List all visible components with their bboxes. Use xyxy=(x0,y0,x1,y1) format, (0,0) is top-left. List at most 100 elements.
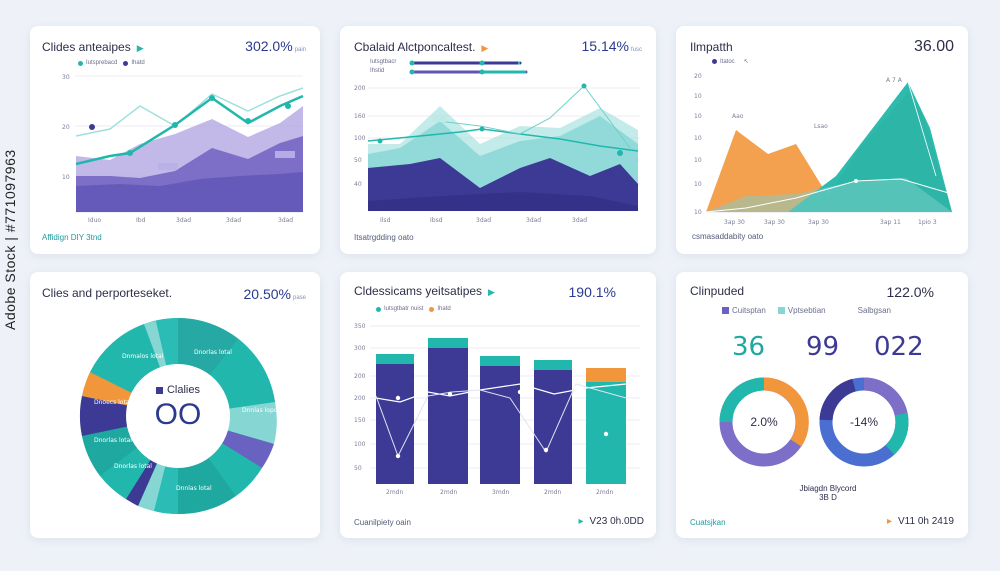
segment-label: Dnorlas lotal xyxy=(94,437,132,444)
bar xyxy=(428,338,468,484)
x-tick: 3dad xyxy=(526,217,541,224)
card-value: 36.00 xyxy=(913,38,954,55)
x-tick: 3ap 30 xyxy=(724,219,745,226)
stat-value: 36 xyxy=(732,332,766,362)
bar xyxy=(480,356,520,484)
y-tick: 50 xyxy=(354,465,362,472)
card-title: Ilmpatth xyxy=(690,40,733,54)
chart-legend: Itatoc ↖ xyxy=(712,58,749,65)
segment-label: Dnoecs lotal xyxy=(94,399,131,406)
x-tick: 2mdn xyxy=(386,489,403,496)
y-tick: 20 xyxy=(694,73,702,80)
card-footer: csmasaddabity oato xyxy=(692,232,764,241)
y-tick: 40 xyxy=(354,181,362,188)
donut-chart: Dnorlas lotal Dnnlas lopd Dnmalos lotal … xyxy=(79,318,278,515)
y-tick: 10 xyxy=(62,174,70,181)
bar xyxy=(376,354,414,484)
stat-value: 022 xyxy=(874,332,924,362)
segment-label: Dnorlas lotal xyxy=(114,463,152,470)
x-tick: 3mdn xyxy=(492,489,509,496)
y-tick: 100 xyxy=(354,441,366,448)
legend-square-icon xyxy=(155,386,163,394)
y-tick: 300 xyxy=(354,345,366,352)
card-area-chart-2: Cbalaid Alctponcaltest. ▶ 15.14% fusc Iuts… xyxy=(340,26,656,254)
stock-watermark: Adobe Stock | #771097963 xyxy=(2,149,18,330)
chart-legend: Iutsgtbatr nuist Ihatd xyxy=(376,306,451,312)
y-tick: 100 xyxy=(354,135,366,142)
card-footer-right: ▸ V23 0h.0DD xyxy=(578,516,644,527)
donut-label: -14% xyxy=(849,415,878,429)
card-kpi-donuts: Clinpuded 122.0% Cuitsptan Vptsebtian Sa… xyxy=(676,272,968,538)
card-footer: Itsatrgdding oato xyxy=(354,233,414,242)
note-text: Jbiagdn Blycord 3B D xyxy=(799,484,857,502)
annotation: A 7 A xyxy=(886,77,903,84)
x-tick: Ibd xyxy=(136,217,146,224)
y-tick: 20 xyxy=(62,124,70,131)
y-tick: 200 xyxy=(354,373,366,380)
bar xyxy=(534,360,572,484)
data-point xyxy=(127,150,133,156)
chart-legend: Iutsprebacd Ihatd xyxy=(78,60,145,66)
y-tick: 160 xyxy=(354,113,366,120)
data-point xyxy=(285,103,291,109)
arrow-icon: ▸ xyxy=(886,516,893,527)
card-value: 302.0% pain xyxy=(245,38,306,54)
legend-dot-icon xyxy=(376,306,381,312)
segment-label: Dnmalos lotal xyxy=(122,353,164,360)
card-title: Cbalaid Alctponcaltest. ▶ xyxy=(354,40,489,54)
y-tick: 10 xyxy=(694,93,702,100)
y-tick: 350 xyxy=(354,323,366,330)
y-tick: 10 xyxy=(694,113,702,120)
annotation: Aao xyxy=(732,113,744,120)
card-footer: Affidign DIY 3tnd xyxy=(42,233,102,242)
y-tick: 10 xyxy=(694,209,702,216)
mountain-chart: 20 10 10 10 10 10 10 A 7 A Aao Lsao 3ap … xyxy=(694,73,953,226)
chart-legend: Cuitsptan Vptsebtian Salbgsan xyxy=(722,306,891,315)
donut-center: Clalies OO xyxy=(138,384,218,432)
bar-chart: 350 300 200 200 150 100 50 2mdn 2mdn 3md… xyxy=(354,323,640,496)
legend-dot-icon xyxy=(429,306,435,312)
card-donut-chart: Clies and perporteseket. 20.50% pase Dnor… xyxy=(30,272,320,538)
y-tick: 50 xyxy=(354,157,362,164)
card-area-chart-1: Clides anteaipes ▶ 302.0% pain Iutsprebacd… xyxy=(30,26,320,254)
donut-center-value: OO xyxy=(154,398,202,431)
y-tick: 10 xyxy=(694,135,702,142)
x-tick: 3ap 11 xyxy=(880,219,901,226)
card-bar-chart: Cldessicams yeitsatipes ▶ 190.1% Iutsgtba… xyxy=(340,272,656,538)
card-footer-right: ▸ V11 0h 2419 xyxy=(886,516,954,527)
card-footer: Cuanilpiety oain xyxy=(354,518,411,527)
segment-label: Dnnlas lotal xyxy=(176,485,212,492)
data-point xyxy=(89,124,95,130)
play-icon: ▶ xyxy=(488,287,495,297)
stat-value: 99 xyxy=(806,332,840,362)
card-footer: Cuatsjkan xyxy=(690,518,726,527)
area-chart: 30 20 10 Iduo Ibd 3dad 3dad 3dad xyxy=(62,74,304,224)
data-point xyxy=(245,118,251,124)
area-chart: 200 160 100 50 40 Ilsd Ibsd 3dad 3dad 3d… xyxy=(354,60,640,224)
data-point xyxy=(209,95,215,101)
x-tick: 3ap 30 xyxy=(764,219,785,226)
x-tick: Ilsd xyxy=(380,217,391,224)
x-tick: 2mdn xyxy=(440,489,457,496)
card-title: Clides anteaipes ▶ xyxy=(42,40,144,54)
play-icon: ▶ xyxy=(481,43,489,53)
x-tick: 3ap 30 xyxy=(808,219,829,226)
annotation: Lsao xyxy=(814,123,828,130)
y-tick: 200 xyxy=(354,85,366,92)
legend-square-icon xyxy=(722,307,729,314)
y-tick: 150 xyxy=(354,417,366,424)
card-title: Clinpuded xyxy=(690,284,745,298)
legend-square-icon xyxy=(777,307,785,314)
data-point xyxy=(172,122,178,128)
x-tick: Ibsd xyxy=(430,217,443,224)
x-tick: 3dad xyxy=(476,217,491,224)
card-value: 15.14% fusc xyxy=(581,38,643,54)
y-tick: 10 xyxy=(694,157,702,164)
kpi-donuts xyxy=(719,377,909,467)
card-title: Cldessicams yeitsatipes ▶ xyxy=(354,284,495,298)
card-value: 190.1% xyxy=(568,284,616,300)
legend-dot-icon xyxy=(78,60,83,66)
x-tick: 3dad xyxy=(572,217,587,224)
x-tick: 3dad xyxy=(278,217,293,224)
y-tick: 200 xyxy=(354,395,366,402)
